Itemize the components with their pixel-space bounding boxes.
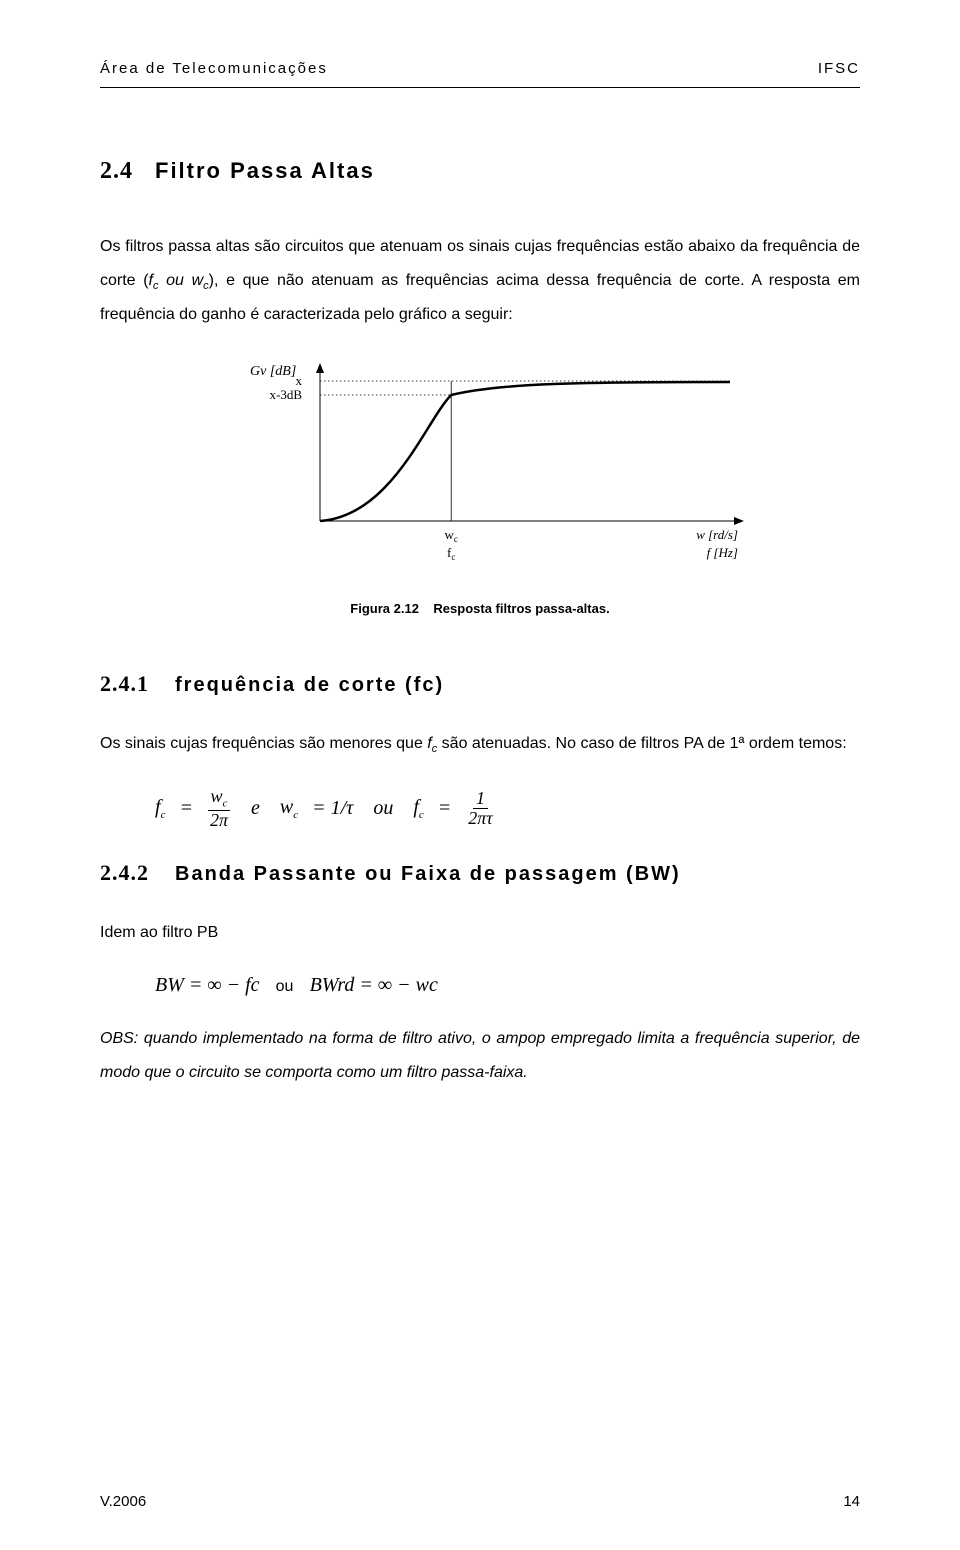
- footer-right: 14: [843, 1493, 860, 1510]
- header-left: Área de Telecomunicações: [100, 60, 328, 77]
- subsection-2-number: 2.4.2: [100, 860, 175, 886]
- f2-sep: ou: [265, 978, 305, 996]
- subsection-2-heading: 2.4.2 Banda Passante ou Faixa de passage…: [100, 860, 860, 886]
- page-header: Área de Telecomunicações IFSC: [100, 60, 860, 88]
- section-title: Filtro Passa Altas: [155, 158, 375, 184]
- f1-weq: = 1/τ: [312, 797, 353, 820]
- intro-ou: ou: [159, 272, 192, 289]
- sub1-text-a: Os sinais cujas frequências são menores …: [100, 735, 427, 752]
- svg-text:Gv [dB]: Gv [dB]: [250, 364, 296, 379]
- f1-w: wc: [280, 796, 298, 821]
- f1-f: fc: [155, 796, 165, 821]
- highpass-chart: Gv [dB]xx-3dBwcfcw [rd/s]f [Hz]: [200, 356, 760, 576]
- formula-bw: BW = ∞ − fc ou BWrd = ∞ − wc: [155, 974, 860, 997]
- subsection-1-number: 2.4.1: [100, 671, 175, 697]
- chart-container: Gv [dB]xx-3dBwcfcw [rd/s]f [Hz]: [100, 356, 860, 576]
- f1-frac2: 1 2πτ: [465, 789, 495, 828]
- svg-text:x: x: [296, 373, 303, 388]
- svg-text:f [Hz]: f [Hz]: [707, 545, 738, 560]
- svg-text:w [rd/s]: w [rd/s]: [696, 527, 738, 542]
- svg-text:x-3dB: x-3dB: [270, 387, 303, 402]
- f2-left: BW = ∞ − fc: [155, 974, 260, 996]
- formula-fc: fc = wc 2π e wc = 1/τ ou fc = 1 2πτ: [155, 787, 860, 830]
- subsection-1-paragraph: Os sinais cujas frequências são menores …: [100, 727, 860, 761]
- subsection-2-title: Banda Passante ou Faixa de passagem (BW): [175, 863, 681, 886]
- obs-paragraph: OBS: quando implementado na forma de fil…: [100, 1022, 860, 1089]
- chart-caption: Figura 2.12 Resposta filtros passa-altas…: [100, 601, 860, 616]
- f1-eq2: =: [438, 797, 452, 820]
- section-number: 2.4: [100, 158, 155, 185]
- page-footer: V.2006 14: [100, 1493, 860, 1510]
- intro-text-b: ), e que não atenuam as frequências acim…: [100, 272, 860, 323]
- subsection-1-heading: 2.4.1 frequência de corte (fc): [100, 671, 860, 697]
- section-heading: 2.4 Filtro Passa Altas: [100, 158, 860, 185]
- intro-paragraph: Os filtros passa altas são circuitos que…: [100, 230, 860, 331]
- f1-ou: ou: [373, 797, 393, 820]
- subsection-2-paragraph: Idem ao filtro PB: [100, 916, 860, 950]
- subsection-1-title: frequência de corte (fc): [175, 674, 444, 697]
- footer-left: V.2006: [100, 1493, 146, 1510]
- sub1-text-b: são atenuadas. No caso de filtros PA de …: [437, 735, 846, 752]
- f1-f2: fc: [413, 796, 423, 821]
- caption-label: Figura 2.12: [350, 601, 419, 616]
- f1-eq: =: [179, 797, 193, 820]
- f1-e: e: [251, 797, 260, 820]
- f2-right: BWrd = ∞ − wc: [310, 974, 438, 996]
- caption-text: Resposta filtros passa-altas.: [433, 601, 609, 616]
- header-right: IFSC: [818, 60, 860, 77]
- f1-frac1: wc 2π: [207, 787, 231, 830]
- intro-wc: w: [192, 272, 204, 289]
- obs-text: OBS: quando implementado na forma de fil…: [100, 1030, 860, 1081]
